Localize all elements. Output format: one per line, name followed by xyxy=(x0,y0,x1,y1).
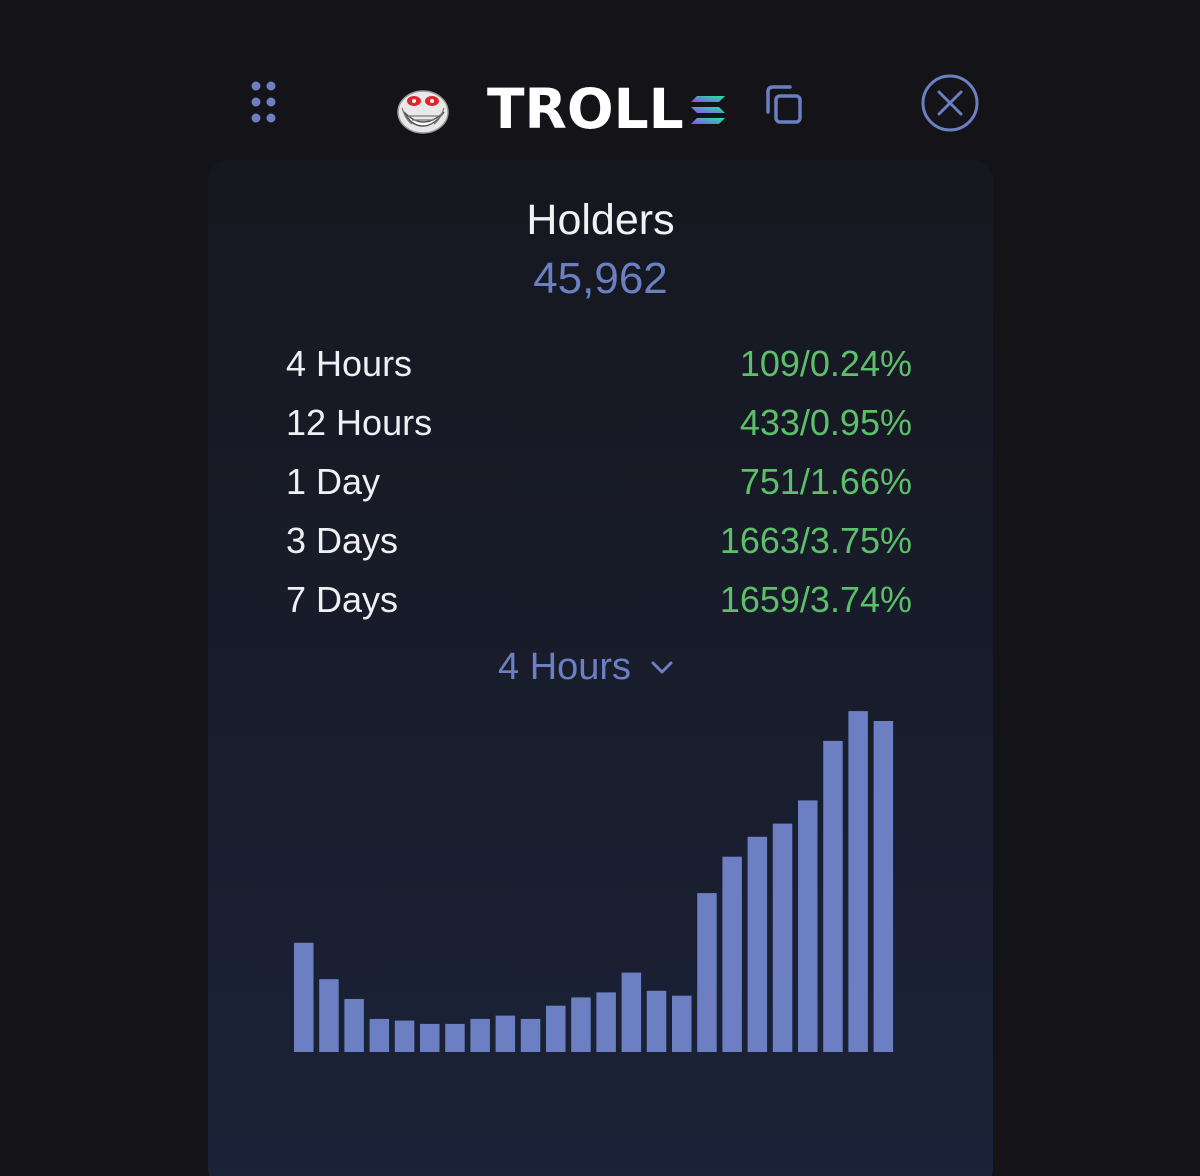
holders-title: Holders xyxy=(526,196,675,244)
token-name: TROLL xyxy=(487,77,684,141)
chevron-down-icon xyxy=(651,661,673,674)
holders-bar-chart xyxy=(294,711,894,1052)
chart-bar xyxy=(747,836,768,1052)
stat-value: 1663/3.75% xyxy=(719,519,912,561)
chart-bar xyxy=(470,1018,490,1052)
stat-label: 3 Days xyxy=(286,519,399,561)
stat-row-7d: 7 Days 1659/3.74% xyxy=(286,570,912,629)
chart-bar xyxy=(394,1020,415,1052)
stat-value: 1659/3.74% xyxy=(719,578,912,620)
stat-label: 4 Hours xyxy=(286,342,413,384)
chart-bar xyxy=(344,999,364,1052)
chart-bar xyxy=(294,942,314,1052)
chart-bar xyxy=(672,995,692,1052)
chart-bar xyxy=(848,711,868,1052)
copy-icon[interactable] xyxy=(760,82,810,132)
period-dropdown[interactable]: 4 Hours xyxy=(498,640,675,694)
chart-bar xyxy=(772,823,793,1052)
stat-row-12h: 12 Hours 433/0.95% xyxy=(286,393,912,452)
chart-bar xyxy=(823,740,843,1052)
holder-change-list: 4 Hours 109/0.24% 12 Hours 433/0.95% 1 D… xyxy=(286,334,912,629)
chart-bar xyxy=(722,856,742,1052)
chart-bar xyxy=(445,1023,465,1052)
chart-bar xyxy=(546,1005,566,1052)
chart-bar xyxy=(646,990,667,1052)
stat-label: 7 Days xyxy=(286,578,399,620)
chart-bar xyxy=(621,972,642,1052)
troll-face-icon xyxy=(394,86,452,136)
chart-bar xyxy=(369,1018,390,1052)
chart-bar xyxy=(873,721,894,1052)
stat-label: 12 Hours xyxy=(286,401,433,443)
chart-bar xyxy=(319,979,339,1052)
stat-value: 433/0.95% xyxy=(739,401,912,443)
stat-value: 751/1.66% xyxy=(739,460,912,502)
stat-row-4h: 4 Hours 109/0.24% xyxy=(286,334,912,393)
chart-bar xyxy=(495,1015,516,1052)
stat-row-1d: 1 Day 751/1.66% xyxy=(286,452,912,511)
close-circle-icon[interactable] xyxy=(920,73,980,133)
grip-dots-icon[interactable] xyxy=(250,80,278,126)
chart-bar xyxy=(798,800,818,1052)
stat-row-3d: 3 Days 1663/3.75% xyxy=(286,511,912,570)
stat-value: 109/0.24% xyxy=(739,342,912,384)
chart-bar xyxy=(420,1023,440,1052)
stat-label: 1 Day xyxy=(286,460,381,502)
chart-bar xyxy=(697,893,717,1052)
solana-icon xyxy=(690,94,726,126)
period-dropdown-label: 4 Hours xyxy=(498,645,632,688)
holders-count: 45,962 xyxy=(533,254,668,303)
chart-bar xyxy=(571,997,591,1052)
chart-bar xyxy=(520,1018,541,1052)
chart-bar xyxy=(596,992,616,1052)
